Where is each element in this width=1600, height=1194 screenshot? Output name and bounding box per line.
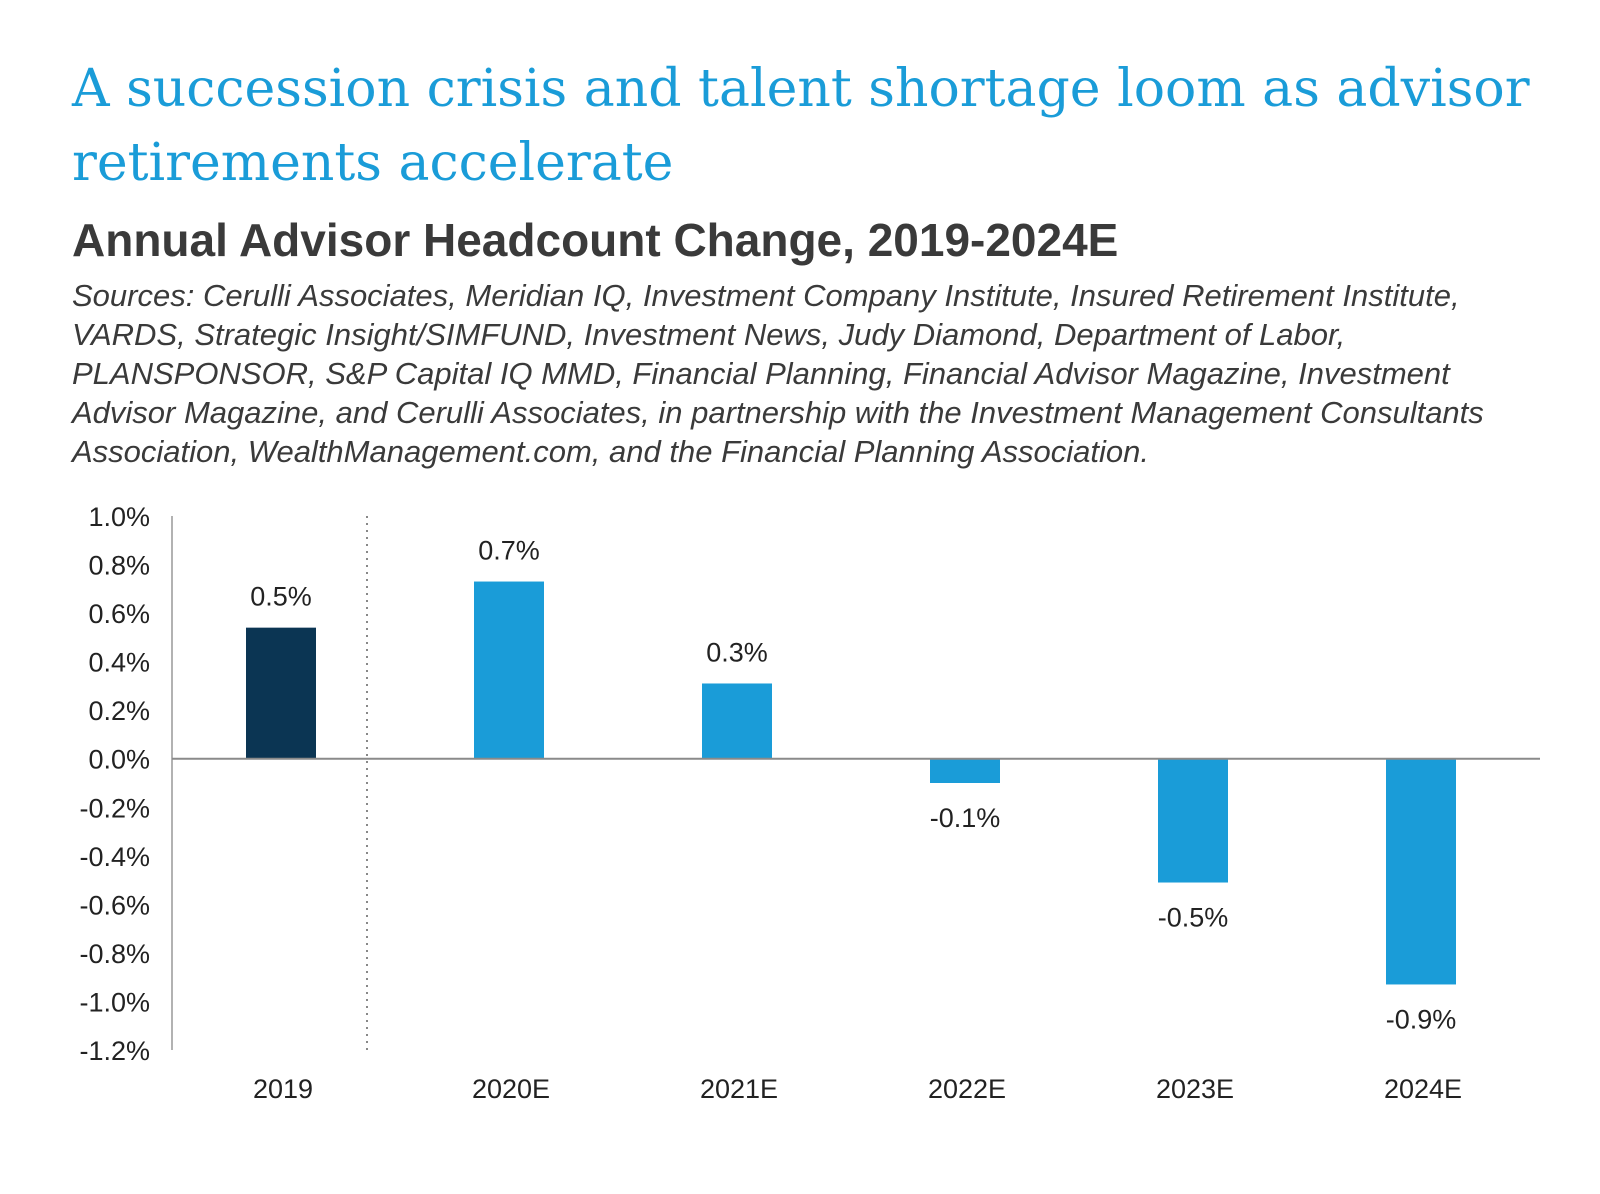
- data-label-2021E: 0.3%: [706, 637, 768, 667]
- bar-chart: 1.0% 0.8% 0.6% 0.4% 0.2% 0.0% -0.2% -0.4% -0.6% -…: [79, 502, 1540, 1104]
- y-tick-label: -1.0%: [79, 987, 150, 1017]
- sources-note: Sources: Cerulli Associates, Meridian IQ…: [72, 278, 1484, 469]
- bar-2022E: [930, 758, 1000, 783]
- y-tick-label: 0.2%: [88, 696, 150, 726]
- y-tick-label: 0.8%: [88, 551, 150, 581]
- chart-title: Annual Advisor Headcount Change, 2019-20…: [72, 214, 1119, 266]
- data-label-2020E: 0.7%: [478, 536, 540, 566]
- y-tick-label: -0.4%: [79, 842, 150, 872]
- x-tick-label-2022E: 2022E: [928, 1074, 1006, 1104]
- x-tick-label-2019: 2019: [253, 1074, 313, 1104]
- y-tick-label: -0.6%: [79, 890, 150, 920]
- data-label-2024E: -0.9%: [1386, 1004, 1457, 1034]
- y-tick-label: 0.4%: [88, 648, 150, 678]
- x-tick-label-2020E: 2020E: [472, 1074, 550, 1104]
- data-label-2023E: -0.5%: [1158, 903, 1229, 933]
- bar-2021E: [702, 683, 772, 759]
- y-tick-label: 0.6%: [88, 599, 150, 629]
- data-label-2022E: -0.1%: [930, 803, 1001, 833]
- y-tick-label: 0.0%: [88, 745, 150, 775]
- y-tick-label: 1.0%: [88, 502, 150, 532]
- bar-2020E: [474, 581, 544, 759]
- data-label-2019: 0.5%: [250, 582, 312, 612]
- bar-2024E: [1386, 758, 1456, 985]
- y-tick-label: -1.2%: [79, 1036, 150, 1066]
- y-tick-label: -0.8%: [79, 939, 150, 969]
- x-tick-label-2021E: 2021E: [700, 1074, 778, 1104]
- bar-2019: [246, 627, 316, 759]
- headline: A succession crisis and talent shortage …: [72, 59, 1530, 193]
- x-tick-label-2023E: 2023E: [1156, 1074, 1234, 1104]
- x-tick-label-2024E: 2024E: [1384, 1074, 1462, 1104]
- bar-2023E: [1158, 758, 1228, 883]
- y-tick-label: -0.2%: [79, 793, 150, 823]
